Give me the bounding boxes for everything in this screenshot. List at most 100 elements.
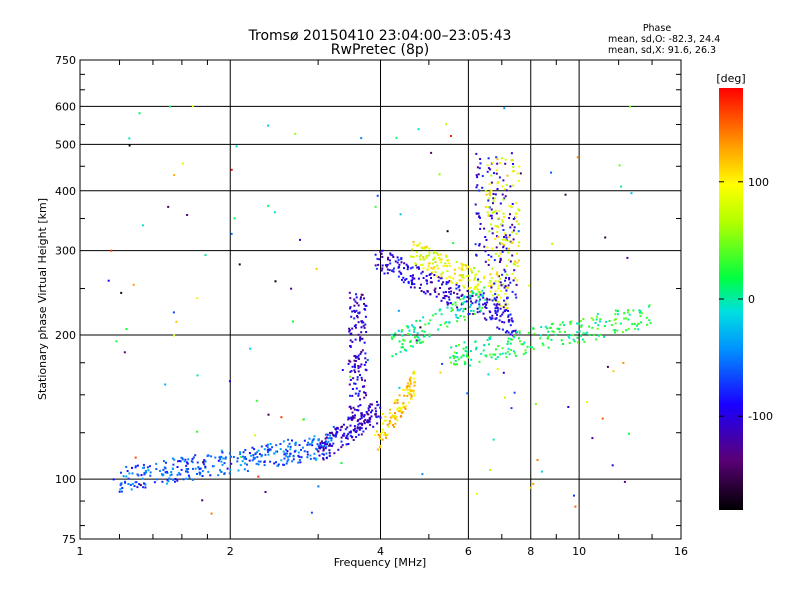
data-point xyxy=(322,446,325,449)
data-point xyxy=(306,453,309,456)
data-point xyxy=(351,365,354,368)
data-point xyxy=(542,344,545,347)
data-point xyxy=(356,356,359,359)
data-point xyxy=(463,341,466,344)
data-point xyxy=(237,469,240,472)
data-point xyxy=(461,293,464,296)
data-point xyxy=(475,273,478,276)
data-point xyxy=(388,412,391,415)
data-point xyxy=(324,433,327,436)
data-point xyxy=(595,315,598,318)
data-point xyxy=(333,434,336,437)
data-point xyxy=(485,318,488,321)
data-point xyxy=(201,499,204,502)
data-point xyxy=(597,334,600,337)
data-point xyxy=(441,362,444,365)
data-point xyxy=(465,300,468,303)
data-point xyxy=(460,295,463,297)
data-point xyxy=(409,377,412,380)
data-point xyxy=(358,422,361,425)
data-point xyxy=(355,431,358,434)
data-point xyxy=(294,132,297,135)
data-point xyxy=(276,464,279,467)
data-point xyxy=(186,214,189,216)
data-point xyxy=(199,472,201,475)
data-point xyxy=(473,312,476,315)
data-point xyxy=(516,331,518,333)
data-point xyxy=(514,216,517,219)
data-point xyxy=(297,454,300,457)
data-point xyxy=(224,457,227,460)
data-point xyxy=(475,174,478,177)
data-point xyxy=(507,284,510,287)
data-point xyxy=(420,263,423,266)
data-point xyxy=(383,434,386,436)
data-point xyxy=(196,297,199,300)
data-point xyxy=(250,454,253,457)
data-point xyxy=(409,341,412,343)
data-point xyxy=(411,266,414,269)
data-point xyxy=(469,297,472,300)
data-point xyxy=(385,436,387,439)
data-point xyxy=(186,471,189,474)
data-point xyxy=(493,172,495,175)
data-point xyxy=(490,286,493,289)
data-point xyxy=(496,235,498,238)
data-point xyxy=(493,259,496,262)
data-point xyxy=(263,461,266,464)
data-point xyxy=(502,311,505,314)
colorbar-tick-label: 100 xyxy=(748,176,769,189)
data-point xyxy=(381,431,384,434)
data-point xyxy=(123,351,126,354)
data-point xyxy=(376,400,378,403)
data-point xyxy=(384,415,387,418)
data-point xyxy=(391,270,394,272)
data-point xyxy=(510,159,513,162)
data-point xyxy=(452,242,455,244)
data-point xyxy=(443,297,446,300)
data-point xyxy=(504,300,507,303)
data-point xyxy=(335,427,338,430)
data-point xyxy=(433,258,436,260)
data-point xyxy=(473,288,476,291)
data-point xyxy=(503,243,506,246)
data-point xyxy=(479,293,482,296)
data-point xyxy=(455,363,458,366)
data-point xyxy=(499,315,502,318)
data-point xyxy=(489,336,492,339)
data-point xyxy=(401,278,403,281)
data-point xyxy=(504,331,507,334)
data-point xyxy=(505,276,507,279)
data-point xyxy=(413,283,416,286)
data-point xyxy=(458,296,460,299)
data-point xyxy=(329,436,332,439)
data-point xyxy=(567,335,570,337)
data-point xyxy=(297,451,300,454)
data-point xyxy=(414,263,417,266)
data-point xyxy=(562,343,565,345)
data-point xyxy=(488,310,491,313)
data-point xyxy=(273,462,276,465)
data-point xyxy=(512,165,515,168)
data-point xyxy=(335,431,338,433)
data-point xyxy=(306,443,309,446)
data-point xyxy=(517,223,520,226)
data-point xyxy=(501,313,504,316)
data-point xyxy=(275,461,277,464)
data-point xyxy=(349,339,352,342)
data-point xyxy=(294,443,297,446)
data-point xyxy=(505,236,508,239)
data-point xyxy=(356,420,359,422)
data-point xyxy=(540,326,543,328)
data-point xyxy=(468,312,471,315)
data-point xyxy=(499,252,502,255)
data-point xyxy=(599,333,602,336)
data-point xyxy=(599,318,602,321)
data-point xyxy=(503,299,505,302)
data-point xyxy=(457,317,460,319)
data-point xyxy=(450,310,453,313)
data-point xyxy=(415,251,418,254)
data-point xyxy=(627,432,630,435)
data-point xyxy=(170,473,173,476)
data-point xyxy=(483,245,486,248)
